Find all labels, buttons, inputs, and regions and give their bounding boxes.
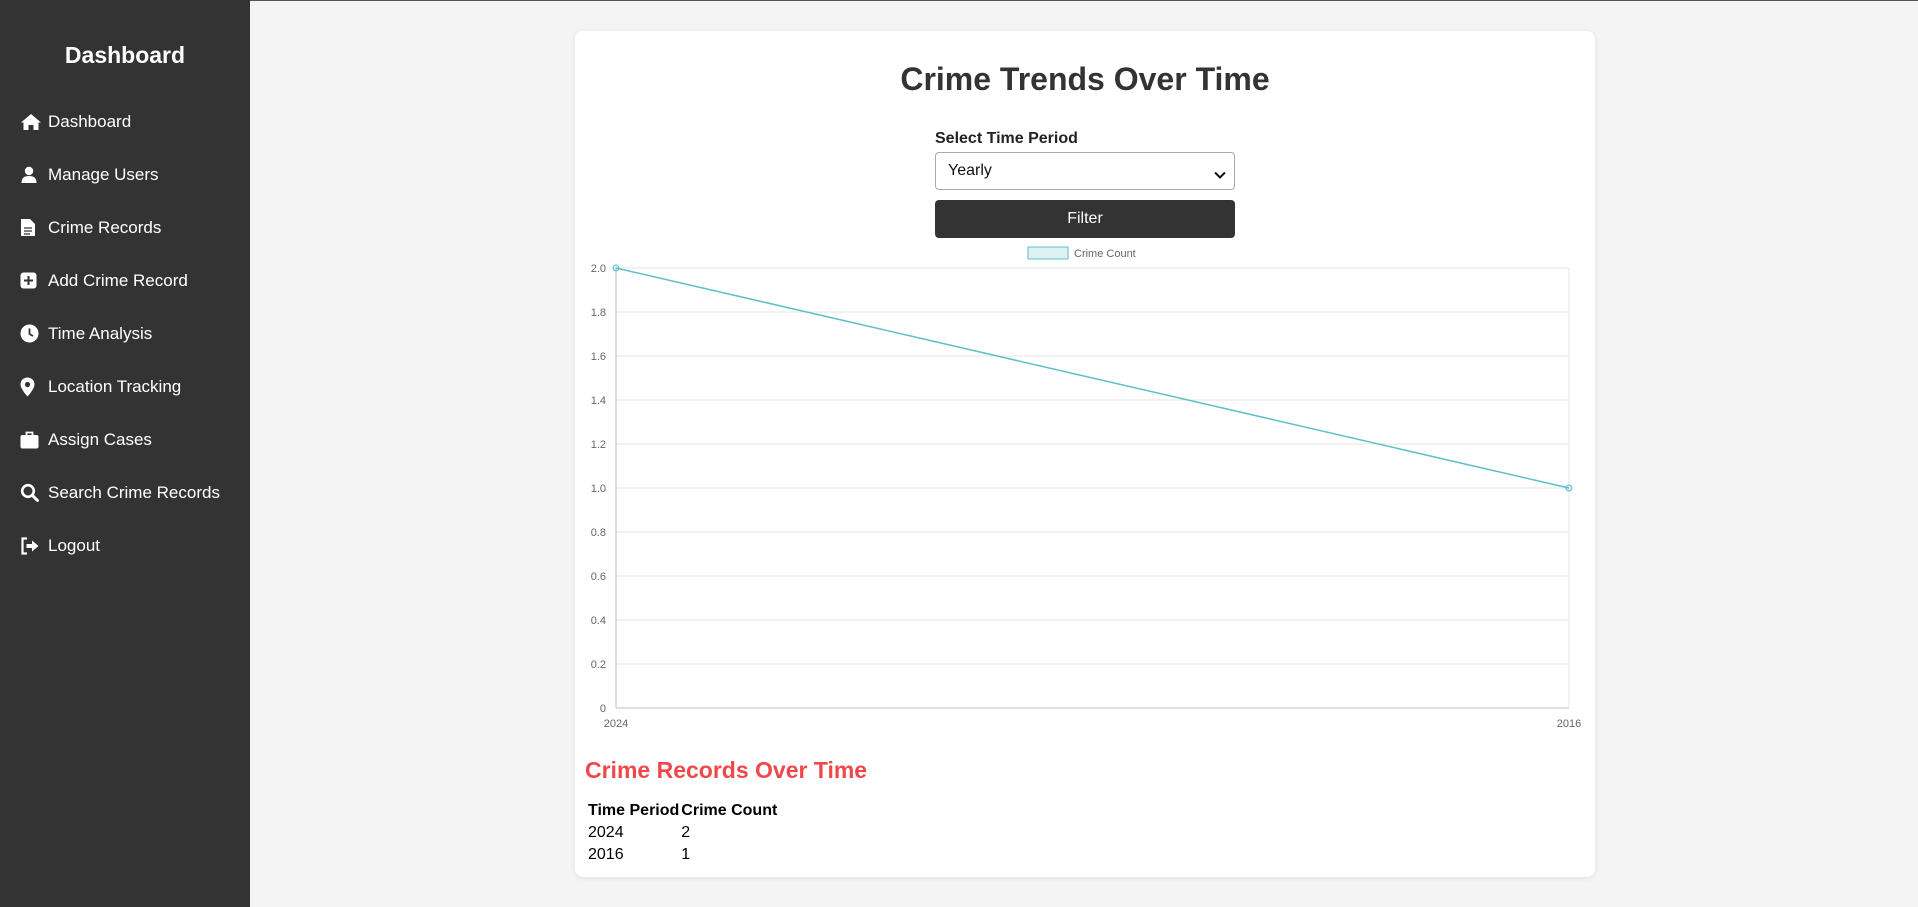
data-point: [1565, 484, 1573, 492]
y-tick-label: 1.2: [591, 439, 606, 451]
table-row: 2016 1: [587, 844, 778, 866]
sidebar-item-dashboard[interactable]: Dashboard: [0, 95, 250, 148]
legend-label: Crime Count: [1074, 248, 1136, 260]
legend-swatch: [1027, 246, 1069, 260]
y-tick-label: 1.4: [591, 395, 606, 407]
time-period-select[interactable]: Yearly: [935, 152, 1235, 190]
top-border: [0, 0, 1918, 1]
sidebar-item-manage-users[interactable]: Manage Users: [0, 148, 250, 201]
x-tick-label: 2016: [1557, 718, 1581, 730]
y-tick-label: 0.4: [591, 615, 606, 627]
sidebar-item-label: Search Crime Records: [48, 482, 220, 502]
y-tick-label: 0: [600, 703, 606, 715]
table-cell: 2016: [588, 846, 624, 863]
sidebar-item-label: Add Crime Record: [48, 270, 188, 290]
logout-icon: [20, 535, 42, 557]
table-row: 2024 2: [587, 822, 778, 844]
records-title: Crime Records Over Time: [585, 757, 868, 783]
series-line: [615, 267, 1570, 489]
search-icon: [20, 482, 42, 504]
sidebar-item-label: Time Analysis: [48, 323, 153, 343]
sidebar-item-add-crime-record[interactable]: Add Crime Record: [0, 254, 250, 307]
sidebar-item-label: Manage Users: [48, 164, 159, 184]
crime-trend-chart: 0 0.2 0.4 0.6 0.8 1.0 1.2 1.4 1.6 1.8 2.0 2024 2016 C…: [591, 246, 1581, 730]
y-tick-label: 0.8: [591, 527, 606, 539]
y-tick-label: 1.6: [591, 351, 606, 363]
y-tick-label: 1.8: [591, 307, 606, 319]
time-period-label: Select Time Period: [935, 130, 1078, 147]
sidebar-item-location-tracking[interactable]: Location Tracking: [0, 360, 250, 413]
sidebar-item-label: Assign Cases: [48, 429, 152, 449]
table-header-row: Time Period Crime Count: [587, 800, 778, 822]
time-period-selected-value: Yearly: [948, 162, 992, 179]
sidebar-item-logout[interactable]: Logout: [0, 519, 250, 572]
briefcase-icon: [20, 429, 42, 451]
chevron-down-icon: [1214, 166, 1226, 184]
sidebar-item-label: Dashboard: [48, 111, 132, 131]
file-icon: [20, 217, 42, 239]
sidebar-item-label: Location Tracking: [48, 376, 182, 396]
main-card: Crime Trends Over Time Select Time Perio…: [575, 31, 1595, 877]
y-tick-label: 0.6: [591, 571, 606, 583]
data-point: [612, 264, 620, 272]
column-header: Time Period: [588, 802, 680, 819]
y-tick-label: 0.2: [591, 659, 606, 671]
column-header: Crime Count: [681, 802, 778, 819]
clock-icon: [20, 323, 42, 345]
table-cell: 1: [681, 846, 691, 863]
y-tick-label: 1.0: [591, 483, 606, 495]
y-tick-label: 2.0: [591, 263, 606, 275]
sidebar-item-crime-records[interactable]: Crime Records: [0, 201, 250, 254]
sidebar-item-time-analysis[interactable]: Time Analysis: [0, 307, 250, 360]
page-title: Crime Trends Over Time: [900, 61, 1270, 97]
sidebar-item-label: Crime Records: [48, 217, 162, 237]
plus-square-icon: [20, 270, 42, 292]
filter-form: Select Time Period Yearly Filter: [935, 128, 1235, 238]
sidebar-item-label: Logout: [48, 535, 100, 555]
user-icon: [20, 164, 42, 186]
table-cell: 2024: [588, 824, 624, 841]
x-tick-label: 2024: [604, 718, 628, 730]
records-table: Time Period Crime Count 2024 2 2016 1: [587, 800, 778, 866]
home-icon: [20, 111, 42, 133]
sidebar-item-assign-cases[interactable]: Assign Cases: [0, 413, 250, 466]
filter-button[interactable]: Filter: [935, 200, 1235, 238]
map-pin-icon: [20, 376, 42, 398]
sidebar-title: Dashboard: [64, 42, 186, 68]
sidebar: Dashboard Dashboard Manage Users Crime R…: [0, 0, 250, 907]
table-cell: 2: [681, 824, 691, 841]
sidebar-item-search-crime-records[interactable]: Search Crime Records: [0, 466, 250, 519]
